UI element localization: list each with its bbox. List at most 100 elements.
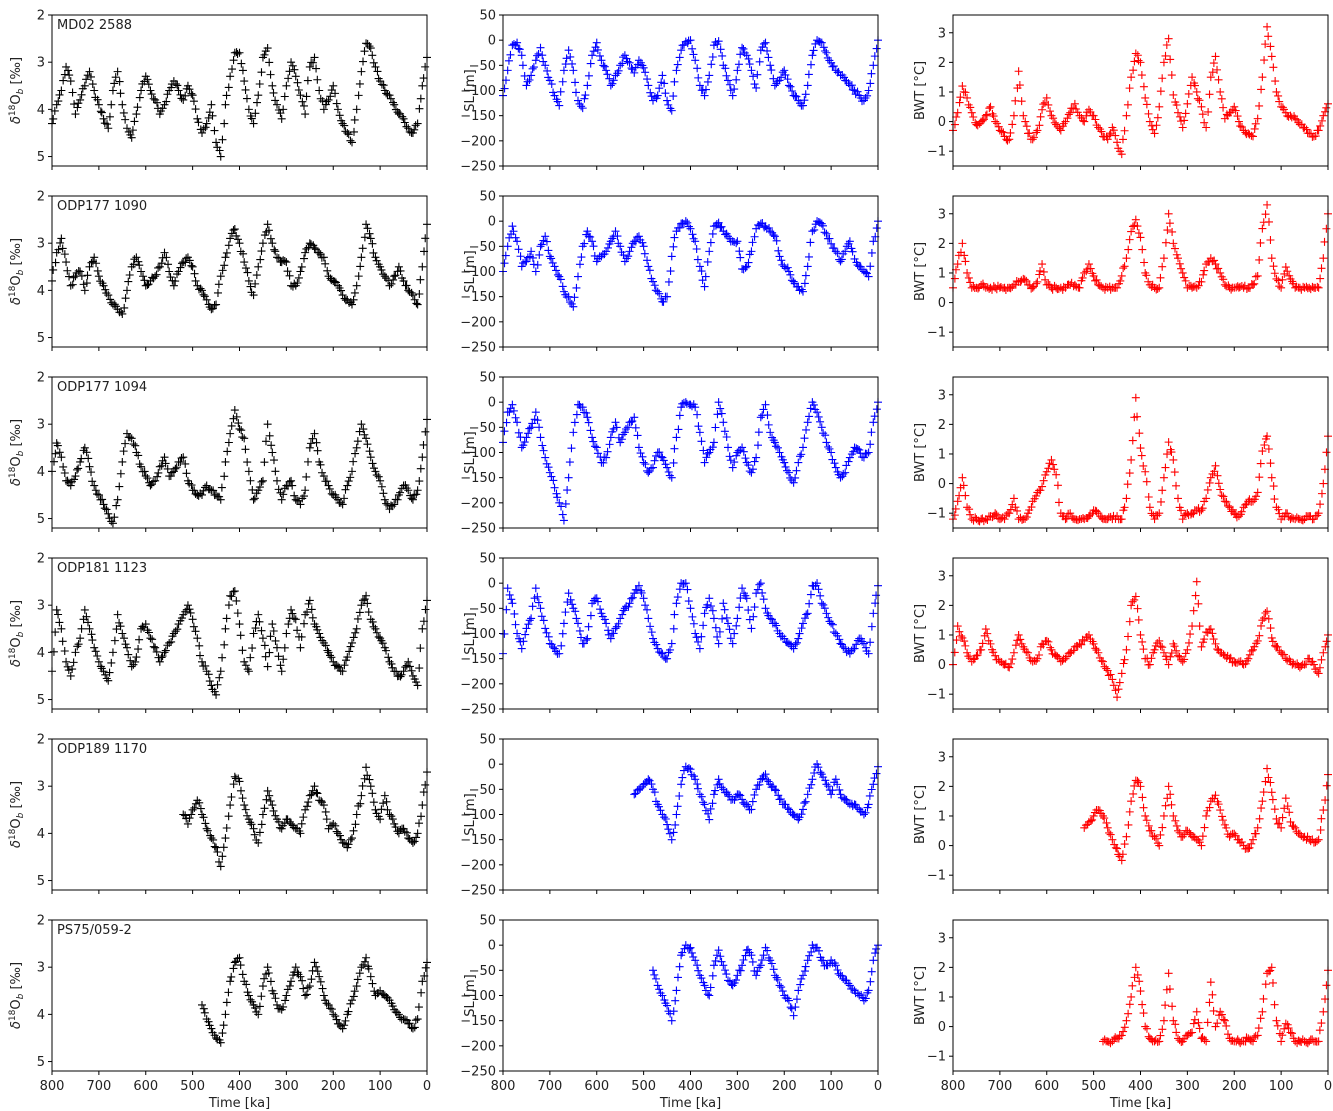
data-point bbox=[386, 94, 395, 103]
data-point bbox=[410, 1023, 419, 1032]
data-point bbox=[694, 637, 703, 646]
plot-frame bbox=[952, 195, 1329, 348]
data-point bbox=[1120, 840, 1129, 849]
data-point bbox=[748, 957, 757, 966]
data-point bbox=[350, 115, 359, 124]
data-point bbox=[68, 665, 77, 674]
data-point bbox=[317, 796, 326, 805]
data-point bbox=[699, 798, 708, 807]
data-point bbox=[1044, 637, 1053, 646]
data-point bbox=[235, 239, 244, 248]
data-point bbox=[187, 261, 196, 270]
data-point bbox=[257, 68, 266, 77]
data-point bbox=[620, 428, 629, 437]
data-point bbox=[322, 999, 331, 1008]
data-point bbox=[417, 812, 426, 821]
data-point bbox=[118, 457, 127, 466]
data-point bbox=[1183, 99, 1192, 108]
data-point bbox=[630, 790, 639, 799]
data-point bbox=[715, 627, 724, 636]
data-point bbox=[574, 96, 582, 105]
data-point bbox=[977, 645, 986, 654]
data-point bbox=[352, 281, 361, 290]
data-point bbox=[1181, 276, 1190, 285]
data-point bbox=[864, 986, 873, 995]
data-point bbox=[362, 953, 371, 962]
data-point bbox=[413, 300, 422, 309]
data-point bbox=[260, 974, 269, 983]
data-point bbox=[748, 465, 757, 474]
data-point bbox=[166, 273, 175, 282]
data-point bbox=[991, 651, 1000, 660]
data-point bbox=[66, 481, 75, 490]
data-point bbox=[1171, 1020, 1180, 1029]
data-point bbox=[224, 83, 233, 92]
data-point bbox=[778, 260, 787, 269]
data-point bbox=[602, 453, 611, 462]
data-point bbox=[1277, 1037, 1286, 1046]
data-point bbox=[371, 253, 380, 262]
data-point bbox=[616, 61, 625, 70]
data-point bbox=[602, 247, 611, 256]
data-point bbox=[691, 403, 700, 412]
data-point bbox=[1109, 681, 1118, 690]
data-point bbox=[806, 590, 815, 599]
data-point bbox=[992, 510, 1001, 519]
data-point bbox=[1135, 977, 1144, 986]
data-point bbox=[542, 628, 551, 637]
data-point bbox=[54, 97, 63, 106]
data-point bbox=[570, 418, 579, 427]
data-point bbox=[1211, 791, 1220, 800]
data-point bbox=[835, 785, 844, 794]
data-point bbox=[369, 58, 378, 67]
data-point bbox=[338, 667, 347, 676]
x-axis-label: Time [ka] bbox=[1109, 1096, 1171, 1111]
data-point bbox=[377, 482, 386, 491]
data-point bbox=[416, 275, 425, 284]
core-label: ODP189 1170 bbox=[57, 742, 147, 757]
data-point bbox=[363, 224, 372, 233]
data-point bbox=[1100, 814, 1109, 823]
y-axis-label-part: b bbox=[16, 631, 26, 637]
data-point bbox=[712, 219, 721, 228]
data-point bbox=[531, 408, 540, 417]
data-point bbox=[691, 956, 700, 965]
data-point bbox=[831, 961, 840, 970]
data-point bbox=[1053, 481, 1062, 490]
data-point bbox=[1292, 282, 1301, 291]
data-point bbox=[1213, 471, 1222, 480]
data-point bbox=[691, 629, 700, 638]
data-point bbox=[514, 245, 523, 254]
data-point bbox=[736, 253, 745, 262]
y-axis-label: δ18Ob [‰] bbox=[8, 962, 26, 1029]
data-point bbox=[1059, 282, 1068, 291]
data-point bbox=[955, 627, 964, 636]
data-point bbox=[186, 608, 195, 617]
data-point bbox=[1316, 825, 1325, 834]
data-point bbox=[1127, 73, 1136, 82]
data-point bbox=[524, 429, 533, 438]
data-point bbox=[738, 584, 747, 593]
data-point bbox=[1113, 283, 1122, 292]
data-point bbox=[978, 639, 987, 648]
data-point bbox=[1317, 489, 1326, 498]
plot-frame bbox=[51, 14, 428, 167]
data-point bbox=[979, 282, 988, 291]
plot-frame bbox=[502, 376, 879, 529]
data-point bbox=[784, 81, 793, 90]
data-point bbox=[226, 72, 235, 81]
data-point bbox=[1020, 275, 1029, 284]
data-point bbox=[82, 448, 91, 457]
data-point bbox=[741, 454, 750, 463]
data-point bbox=[500, 629, 509, 638]
data-point bbox=[1263, 764, 1272, 773]
data-point bbox=[255, 1002, 264, 1011]
data-point bbox=[218, 135, 227, 144]
data-point bbox=[753, 585, 762, 594]
data-point bbox=[813, 408, 822, 417]
data-point bbox=[277, 667, 286, 676]
data-point bbox=[828, 455, 837, 464]
data-point bbox=[238, 66, 247, 75]
data-point bbox=[390, 272, 399, 281]
